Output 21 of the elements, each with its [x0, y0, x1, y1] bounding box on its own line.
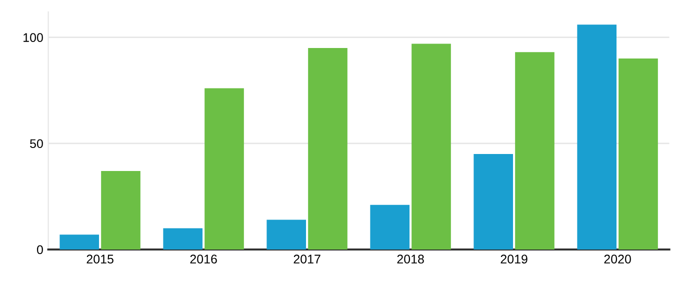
bar — [370, 204, 410, 250]
x-tick-label: 2017 — [294, 254, 320, 264]
bar — [474, 154, 514, 250]
bar — [266, 220, 306, 250]
bar — [308, 48, 348, 250]
x-tick-label: 2018 — [397, 254, 424, 264]
y-tick-label: 50 — [30, 139, 43, 148]
bar — [412, 44, 451, 250]
x-tick-label: 2015 — [86, 254, 114, 264]
bar — [618, 58, 658, 250]
bar — [515, 52, 554, 250]
bar — [163, 228, 203, 250]
y-tick-label: 0 — [36, 245, 43, 254]
y-tick-label: 100 — [24, 33, 43, 42]
x-tick-label: 2019 — [500, 254, 528, 264]
bar — [577, 24, 617, 250]
bar — [60, 234, 100, 250]
bar — [204, 88, 244, 250]
bar — [101, 170, 140, 250]
x-tick-label: 2016 — [190, 254, 217, 264]
x-tick-label: 2020 — [604, 254, 631, 264]
